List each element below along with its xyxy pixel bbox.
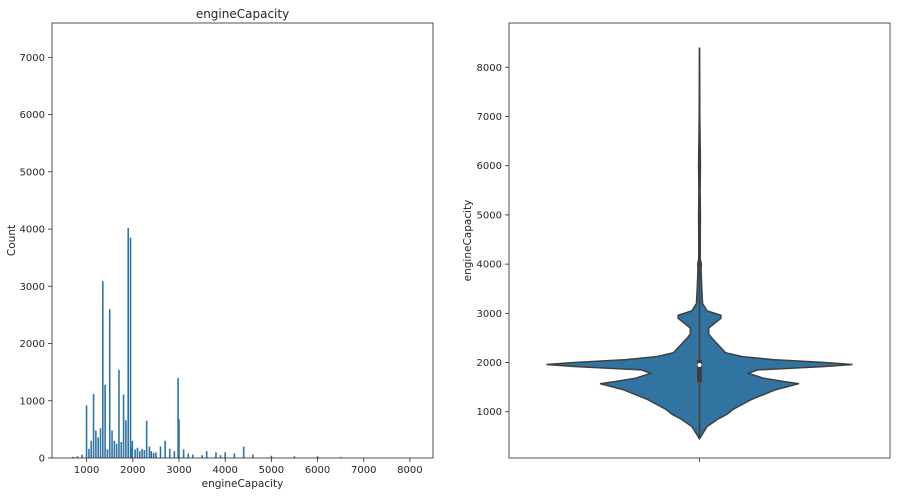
violin-y-tick-label: 2000 (477, 358, 502, 369)
histogram-x-tick-label: 5000 (259, 465, 284, 476)
histogram-bar (120, 441, 123, 458)
histogram-bar (178, 419, 180, 458)
histogram-y-tick-label: 3000 (20, 282, 45, 293)
histogram-x-tick-label: 4000 (212, 465, 237, 476)
histogram-bar (177, 377, 179, 458)
histogram-chart: engineCapacity 1000 2000 3000 4000 5000 6000 7… (6, 7, 434, 490)
histogram-x-tick-label: 2000 (120, 465, 145, 476)
violin-y-ticks: 1000 2000 3000 4000 5000 6000 7000 8000 (477, 63, 509, 418)
histogram-x-tick-label: 6000 (305, 465, 330, 476)
histogram-x-tick-label: 3000 (166, 465, 191, 476)
histogram-bar (192, 454, 194, 458)
histogram-bar (339, 456, 342, 458)
histogram-x-tick-label: 7000 (351, 465, 376, 476)
histogram-bar (242, 446, 245, 458)
histogram-bar (145, 420, 148, 458)
histogram-bar (252, 454, 254, 458)
histogram-y-tick-label: 1000 (20, 396, 45, 407)
histogram-bar (205, 451, 208, 458)
histogram-bar (108, 309, 111, 458)
histogram-bar (141, 448, 143, 458)
violin-chart: 1000 2000 3000 4000 5000 6000 7000 8000 engineC… (462, 22, 891, 462)
violin-y-tick-label: 4000 (477, 260, 502, 271)
violin-y-tick-label: 7000 (477, 112, 502, 123)
violin-y-axis-label: engineCapacity (462, 200, 474, 282)
histogram-title: engineCapacity (196, 7, 289, 21)
histogram-bar (113, 440, 116, 458)
histogram-bar (143, 449, 146, 458)
histogram-bar (127, 227, 129, 458)
histogram-bar (85, 405, 88, 458)
histogram-plot-frame (51, 22, 434, 459)
violin-y-tick-label: 8000 (477, 63, 502, 74)
histogram-bar (130, 447, 133, 458)
histogram-bar (102, 281, 104, 458)
histogram-bar (99, 428, 102, 458)
histogram-bar (111, 430, 113, 458)
histogram-bars (71, 227, 342, 458)
histogram-y-tick-label: 2000 (20, 339, 45, 350)
histogram-bar (104, 384, 106, 458)
histogram-bar (115, 443, 118, 458)
histogram-y-ticks: 0 1000 2000 3000 4000 5000 6000 7000 (20, 53, 52, 465)
histogram-bar (118, 369, 120, 458)
violin-y-tick-label: 6000 (477, 161, 502, 172)
histogram-bar (122, 394, 125, 458)
violin-y-tick-label: 1000 (477, 407, 502, 418)
histogram-bar (187, 453, 190, 458)
histogram-bar (316, 456, 319, 458)
histogram-bar (159, 446, 162, 458)
histogram-bar (92, 393, 95, 458)
histogram-bar (71, 456, 74, 458)
histogram-y-tick-label: 7000 (20, 53, 45, 64)
histogram-bar (201, 455, 203, 458)
histogram-y-tick-label: 4000 (20, 225, 45, 236)
histogram-bar (90, 440, 93, 458)
histogram-bar (106, 449, 109, 458)
histogram-bar (136, 447, 139, 458)
histogram-bar (148, 446, 151, 458)
histogram-bar (164, 440, 166, 458)
histogram-bar (125, 420, 127, 458)
histogram-x-axis-label: engineCapacity (202, 478, 284, 490)
histogram-bar (224, 452, 226, 458)
histogram-bar (81, 454, 83, 458)
histogram-bar (152, 452, 155, 458)
histogram-bar (182, 449, 185, 458)
histogram-bar (150, 451, 153, 458)
histogram-bar (270, 455, 273, 458)
histogram-bar (233, 453, 236, 458)
histogram-y-tick-label: 6000 (20, 110, 45, 121)
histogram-bar (131, 440, 134, 458)
histogram-bar (219, 455, 222, 458)
histogram-bar (95, 430, 97, 458)
histogram-bar (173, 451, 176, 458)
histogram-bar (129, 237, 132, 458)
violin-median-point (697, 362, 702, 367)
histogram-bar (76, 456, 79, 458)
histogram-bar (168, 448, 171, 458)
violin-y-tick-label: 5000 (477, 210, 502, 221)
histogram-x-ticks: 1000 2000 3000 4000 5000 6000 7000 8000 (74, 458, 423, 476)
histogram-y-tick-label: 0 (39, 454, 45, 465)
violin-y-tick-label: 3000 (477, 309, 502, 320)
histogram-bar (88, 448, 90, 458)
histogram-bar (97, 437, 99, 458)
histogram-bar (138, 451, 141, 458)
histogram-bar (155, 452, 157, 458)
histogram-x-tick-label: 1000 (74, 465, 99, 476)
histogram-y-axis-label: Count (6, 225, 18, 256)
histogram-bar (293, 456, 296, 458)
histogram-bar (134, 449, 136, 458)
histogram-bar (215, 452, 217, 458)
histogram-y-tick-label: 5000 (20, 167, 45, 178)
histogram-x-tick-label: 8000 (397, 465, 422, 476)
